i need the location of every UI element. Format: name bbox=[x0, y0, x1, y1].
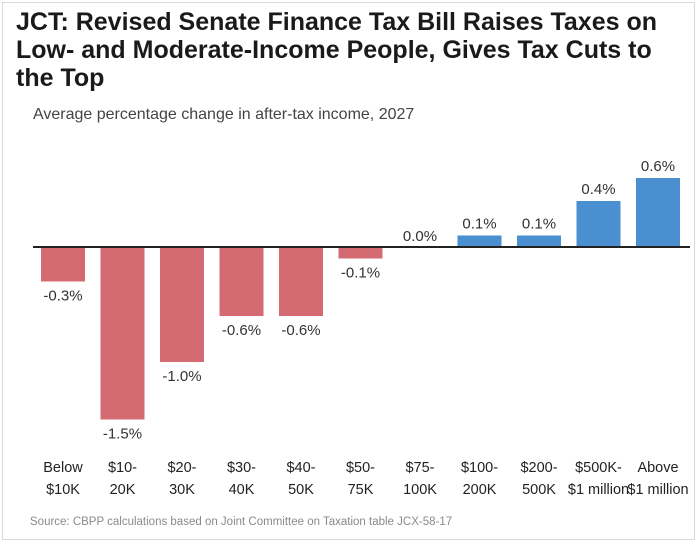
value-label-10: 0.6% bbox=[641, 158, 675, 175]
bar-0 bbox=[41, 247, 85, 282]
value-label-4: -0.6% bbox=[281, 322, 320, 339]
value-label-8: 0.1% bbox=[522, 216, 556, 233]
category-label-10-line-0: Above bbox=[637, 460, 678, 476]
value-label-1: -1.5% bbox=[103, 426, 142, 443]
value-label-6: 0.0% bbox=[403, 228, 437, 245]
category-label-5-line-0: $50- bbox=[346, 460, 375, 476]
category-label-5-line-1: 75K bbox=[348, 482, 374, 498]
category-label-1-line-1: 20K bbox=[110, 482, 136, 498]
category-label-4-line-0: $40- bbox=[286, 460, 315, 476]
bar-10 bbox=[636, 178, 680, 247]
bar-5 bbox=[338, 247, 383, 259]
value-label-0: -0.3% bbox=[43, 288, 82, 305]
category-label-9-line-1: $1 million bbox=[568, 482, 629, 498]
category-label-9-line-0: $500K- bbox=[575, 460, 622, 476]
chart-title: JCT: Revised Senate Finance Tax Bill Rai… bbox=[16, 8, 657, 92]
bar-9 bbox=[576, 201, 621, 247]
value-label-3: -0.6% bbox=[222, 322, 261, 339]
category-label-4-line-1: 50K bbox=[288, 482, 314, 498]
value-label-9: 0.4% bbox=[581, 181, 615, 198]
category-label-2-line-0: $20- bbox=[167, 460, 196, 476]
bar-4 bbox=[279, 247, 323, 316]
value-label-5: -0.1% bbox=[341, 265, 380, 282]
category-label-0-line-0: Below bbox=[43, 460, 83, 476]
category-label-7-line-0: $100- bbox=[461, 460, 498, 476]
category-label-10-line-1: $1 million bbox=[627, 482, 688, 498]
value-label-7: 0.1% bbox=[462, 216, 496, 233]
category-label-8-line-1: 500K bbox=[522, 482, 556, 498]
category-label-3-line-0: $30- bbox=[227, 460, 256, 476]
bar-1 bbox=[100, 247, 145, 420]
category-label-7-line-1: 200K bbox=[463, 482, 497, 498]
chart-subtitle: Average percentage change in after-tax i… bbox=[33, 106, 415, 123]
value-label-2: -1.0% bbox=[162, 368, 201, 385]
category-label-6-line-0: $75- bbox=[405, 460, 434, 476]
category-label-6-line-1: 100K bbox=[403, 482, 437, 498]
bar-2 bbox=[160, 247, 204, 362]
category-label-2-line-1: 30K bbox=[169, 482, 195, 498]
category-label-0-line-1: $10K bbox=[46, 482, 80, 498]
bar-8 bbox=[517, 235, 561, 247]
category-label-1-line-0: $10- bbox=[108, 460, 137, 476]
source-note: Source: CBPP calculations based on Joint… bbox=[30, 516, 453, 528]
bar-3 bbox=[219, 247, 264, 316]
category-label-8-line-0: $200- bbox=[520, 460, 557, 476]
category-label-3-line-1: 40K bbox=[229, 482, 255, 498]
bar-7 bbox=[457, 235, 502, 247]
